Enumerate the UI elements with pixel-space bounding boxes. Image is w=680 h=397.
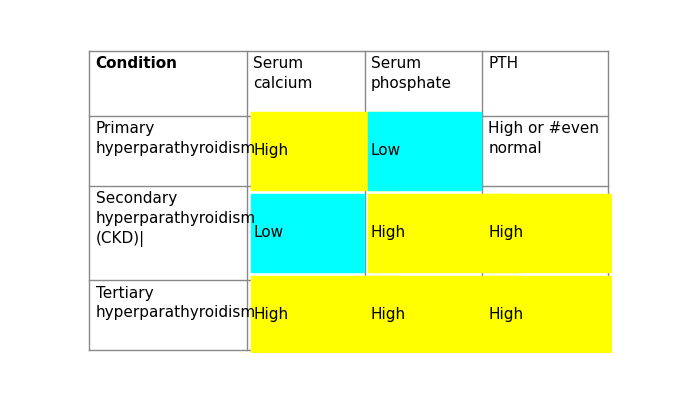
Text: High: High [371, 307, 406, 322]
Bar [369, 276, 517, 354]
Text: Condition: Condition [95, 56, 177, 71]
Bar [486, 276, 635, 354]
Text: High: High [371, 225, 406, 240]
Bar [369, 194, 517, 272]
Bar [486, 194, 635, 272]
Bar [369, 112, 481, 190]
Text: High: High [488, 225, 524, 240]
Text: Primary
hyperparathyroidism: Primary hyperparathyroidism [95, 121, 256, 156]
Text: Tertiary
hyperparathyroidism: Tertiary hyperparathyroidism [95, 285, 256, 320]
Bar [251, 112, 400, 190]
Text: Secondary
hyperparathyroidism
(CKD)|: Secondary hyperparathyroidism (CKD)| [95, 191, 256, 247]
Text: PTH: PTH [488, 56, 519, 71]
Text: High or #even
normal: High or #even normal [488, 121, 600, 156]
Text: High: High [488, 307, 524, 322]
Text: Low: Low [253, 225, 284, 240]
Text: High: High [253, 143, 288, 158]
Text: Serum
calcium: Serum calcium [253, 56, 313, 91]
Text: Serum
phosphate: Serum phosphate [371, 56, 452, 91]
Bar [251, 194, 364, 272]
Text: Low: Low [371, 143, 401, 158]
Bar [251, 276, 400, 354]
Text: High: High [253, 307, 288, 322]
